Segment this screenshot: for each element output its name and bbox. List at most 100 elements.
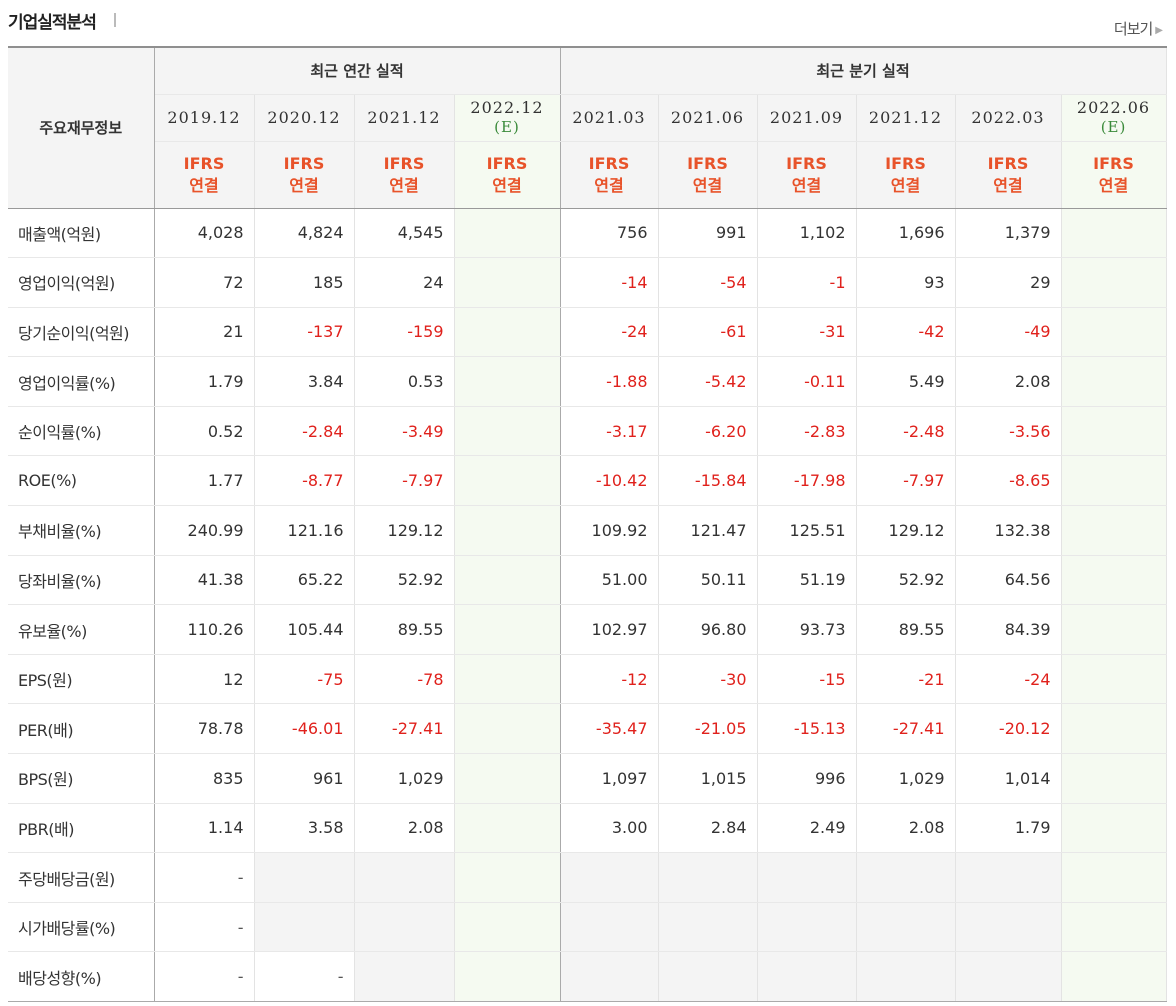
value-cell: 0.53 — [354, 356, 455, 407]
value-cell — [454, 803, 561, 854]
value-cell — [560, 951, 659, 1002]
value-cell: 835 — [154, 753, 255, 804]
basis-header[interactable]: IFRS 연결 — [560, 141, 659, 209]
value-cell: -31 — [757, 307, 857, 358]
value-cell: 756 — [560, 208, 659, 259]
value-cell: 1.79 — [154, 356, 255, 407]
row-label: 매출액(억원) — [8, 208, 155, 259]
basis-line1: IFRS — [687, 153, 728, 173]
value-cell: 84.39 — [955, 604, 1062, 655]
basis-line2: 연결 — [594, 175, 624, 195]
value-cell: 2.08 — [354, 803, 455, 854]
value-cell: 29 — [955, 257, 1062, 308]
period-header: 2021.09 — [757, 94, 857, 142]
value-cell: 96.80 — [658, 604, 758, 655]
value-cell: 1,029 — [354, 753, 455, 804]
value-cell: 24 — [354, 257, 455, 308]
table-row: 유보율(%) 110.26 105.44 89.55 102.97 96.80 93.73 8… — [8, 604, 1167, 655]
value-cell: 1,029 — [856, 753, 956, 804]
value-cell — [1061, 555, 1167, 606]
value-cell: -49 — [955, 307, 1062, 358]
value-cell — [1061, 902, 1167, 953]
value-cell: -7.97 — [354, 455, 455, 507]
basis-line2: 연결 — [890, 175, 921, 195]
value-cell: -10.42 — [560, 455, 659, 507]
row-label: 순이익률(%) — [8, 406, 155, 457]
value-cell — [1061, 505, 1167, 556]
basis-line2: 연결 — [993, 175, 1023, 195]
value-cell: 41.38 — [154, 555, 255, 606]
value-cell: -35.47 — [560, 703, 659, 755]
value-cell: -0.11 — [757, 356, 857, 407]
basis-line1: IFRS — [183, 153, 225, 173]
basis-header[interactable]: IFRS 연결 — [955, 141, 1062, 209]
basis-header[interactable]: IFRS 연결 — [658, 141, 758, 209]
value-cell: 1.79 — [955, 803, 1062, 854]
value-cell — [757, 951, 857, 1002]
value-cell: 52.92 — [354, 555, 455, 606]
row-label: ROE(%) — [8, 455, 155, 507]
value-cell: 78.78 — [154, 703, 255, 755]
basis-line1: IFRS — [885, 153, 926, 173]
value-cell — [1061, 208, 1167, 259]
more-link[interactable]: 더보기 ▶ — [1114, 18, 1163, 39]
row-label: EPS(원) — [8, 653, 155, 705]
value-cell: 1,015 — [658, 753, 758, 804]
value-cell — [454, 356, 561, 407]
table-row: 배당성향(%) - - — [8, 951, 1167, 1002]
basis-line2: 연결 — [289, 175, 319, 195]
value-cell: -24 — [955, 653, 1062, 705]
period-label: 2021.09 — [769, 108, 844, 127]
period-label: 2021.06 — [670, 108, 745, 127]
basis-header[interactable]: IFRS 연결 — [354, 141, 455, 209]
value-cell: -3.49 — [354, 406, 455, 457]
value-cell: 5.49 — [856, 356, 956, 407]
table-row: 주당배당금(원) - — [8, 852, 1167, 903]
value-cell: 110.26 — [154, 604, 255, 655]
value-cell — [1061, 455, 1167, 507]
value-cell: 3.00 — [560, 803, 659, 854]
value-cell: 1,014 — [955, 753, 1062, 804]
basis-header[interactable]: IFRS 연결 — [454, 141, 561, 209]
value-cell — [454, 653, 561, 705]
value-cell — [856, 951, 956, 1002]
value-cell: 4,028 — [154, 208, 255, 259]
value-cell: 0.52 — [154, 406, 255, 457]
value-cell: 105.44 — [254, 604, 355, 655]
value-cell: -2.83 — [757, 406, 857, 457]
value-cell — [856, 902, 956, 953]
basis-header[interactable]: IFRS 연결 — [1061, 141, 1167, 209]
row-label: 주당배당금(원) — [8, 852, 155, 903]
value-cell: - — [154, 902, 255, 953]
value-cell: -20.12 — [955, 703, 1062, 755]
table-row: 시가배당률(%) - — [8, 902, 1167, 953]
value-cell: 4,824 — [254, 208, 355, 259]
basis-header[interactable]: IFRS 연결 — [254, 141, 355, 209]
row-label: BPS(원) — [8, 753, 155, 804]
value-cell — [454, 753, 561, 804]
basis-line2: 연결 — [791, 175, 822, 195]
table-row: 영업이익률(%) 1.79 3.84 0.53 -1.88 -5.42 -0.11 5.49 2… — [8, 356, 1167, 407]
title-divider — [114, 13, 116, 27]
basis-line2: 연결 — [1098, 175, 1129, 195]
value-cell: 1,696 — [856, 208, 956, 259]
value-cell: 109.92 — [560, 505, 659, 556]
value-cell — [454, 902, 561, 953]
value-cell: 1.77 — [154, 455, 255, 507]
period-header: 2021.12 — [354, 94, 455, 142]
value-cell — [354, 852, 455, 903]
period-label: 2020.12 — [267, 108, 341, 127]
table-row: 영업이익(억원) 72 185 24 -14 -54 -1 93 29 — [8, 257, 1167, 308]
table-row: BPS(원) 835 961 1,029 1,097 1,015 996 1,029 1,014 — [8, 753, 1167, 804]
basis-header[interactable]: IFRS 연결 — [154, 141, 255, 209]
row-label: 유보율(%) — [8, 604, 155, 655]
value-cell: -21 — [856, 653, 956, 705]
value-cell: 51.00 — [560, 555, 659, 606]
period-header: 2021.06 — [658, 94, 758, 142]
table-row: 당좌비율(%) 41.38 65.22 52.92 51.00 50.11 51.19 52.… — [8, 555, 1167, 606]
row-label: PBR(배) — [8, 803, 155, 854]
basis-header[interactable]: IFRS 연결 — [757, 141, 857, 209]
basis-header[interactable]: IFRS 연결 — [856, 141, 956, 209]
period-header: 2022.12 (E) — [454, 94, 561, 142]
value-cell — [757, 902, 857, 953]
